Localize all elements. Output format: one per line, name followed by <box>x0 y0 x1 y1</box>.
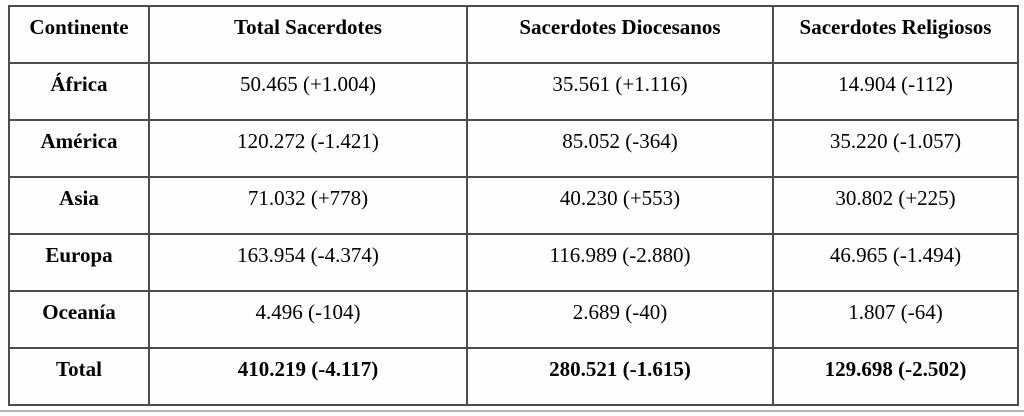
column-header-total-sacerdotes: Total Sacerdotes <box>148 5 468 64</box>
value-cell: 1.807 (-64) <box>772 290 1019 349</box>
continent-cell: África <box>8 62 150 121</box>
priests-by-continent-table: Continente Total Sacerdotes Sacerdotes D… <box>8 5 1019 406</box>
header-row: Continente Total Sacerdotes Sacerdotes D… <box>8 5 1019 64</box>
table-row: Asia 71.032 (+778) 40.230 (+553) 30.802 (+2… <box>8 176 1019 235</box>
table-row: África 50.465 (+1.004) 35.561 (+1.116) 14.9… <box>8 62 1019 121</box>
continent-cell: Oceanía <box>8 290 150 349</box>
table-row: Oceanía 4.496 (-104) 2.689 (-40) 1.807 (-64… <box>8 290 1019 349</box>
value-cell: 40.230 (+553) <box>466 176 774 235</box>
column-header-sacerdotes-diocesanos: Sacerdotes Diocesanos <box>466 5 774 64</box>
page-bottom-rule <box>0 410 1024 412</box>
value-cell: 120.272 (-1.421) <box>148 119 468 178</box>
value-cell: 4.496 (-104) <box>148 290 468 349</box>
value-cell: 129.698 (-2.502) <box>772 347 1019 406</box>
table-header: Continente Total Sacerdotes Sacerdotes D… <box>8 5 1019 64</box>
continent-cell: Asia <box>8 176 150 235</box>
value-cell: 35.561 (+1.116) <box>466 62 774 121</box>
continent-cell: América <box>8 119 150 178</box>
table-row: Europa 163.954 (-4.374) 116.989 (-2.880) 46… <box>8 233 1019 292</box>
value-cell: 85.052 (-364) <box>466 119 774 178</box>
value-cell: 50.465 (+1.004) <box>148 62 468 121</box>
value-cell: 71.032 (+778) <box>148 176 468 235</box>
value-cell: 280.521 (-1.615) <box>466 347 774 406</box>
column-header-sacerdotes-religiosos: Sacerdotes Religiosos <box>772 5 1019 64</box>
table-row: América 120.272 (-1.421) 85.052 (-364) 35.2… <box>8 119 1019 178</box>
column-header-continente: Continente <box>8 5 150 64</box>
value-cell: 2.689 (-40) <box>466 290 774 349</box>
table-body: África 50.465 (+1.004) 35.561 (+1.116) 14.9… <box>8 62 1019 406</box>
value-cell: 30.802 (+225) <box>772 176 1019 235</box>
value-cell: 14.904 (-112) <box>772 62 1019 121</box>
value-cell: 35.220 (-1.057) <box>772 119 1019 178</box>
total-row: Total 410.219 (-4.117) 280.521 (-1.615) 129… <box>8 347 1019 406</box>
value-cell: 116.989 (-2.880) <box>466 233 774 292</box>
continent-cell: Europa <box>8 233 150 292</box>
continent-cell: Total <box>8 347 150 406</box>
value-cell: 46.965 (-1.494) <box>772 233 1019 292</box>
value-cell: 410.219 (-4.117) <box>148 347 468 406</box>
value-cell: 163.954 (-4.374) <box>148 233 468 292</box>
